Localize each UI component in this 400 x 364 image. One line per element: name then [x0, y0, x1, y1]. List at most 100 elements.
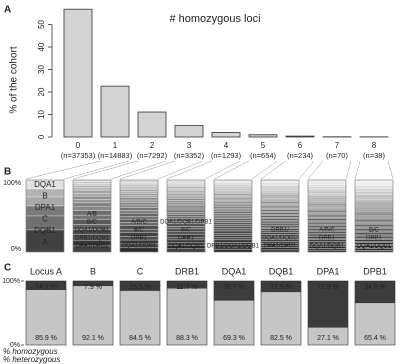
- n-label: (n=14883): [98, 151, 133, 160]
- stripe: [354, 218, 394, 221]
- stripe-label: DQA1/DQB1: [357, 244, 392, 250]
- bar-segment: [73, 286, 113, 345]
- x-tick-label: DPB1: [363, 266, 387, 276]
- stripe: [213, 191, 253, 193]
- stripe: [213, 203, 253, 206]
- stripe-label: DQB1: [34, 226, 56, 235]
- stripe: [213, 235, 253, 238]
- stripe: [354, 215, 394, 217]
- legend-label: % heterozygous: [3, 355, 60, 364]
- stripe: [119, 189, 159, 192]
- stripe: [260, 221, 300, 224]
- stripe: [307, 209, 347, 212]
- stripe: [72, 199, 112, 204]
- stripe-label: A/B/C: [319, 228, 335, 234]
- stripe: [260, 211, 300, 213]
- stripe: [260, 192, 300, 195]
- stripe: [166, 214, 206, 217]
- column-frame: [260, 179, 300, 253]
- connector: [354, 160, 361, 180]
- stripe: [119, 195, 159, 198]
- stripe: [72, 187, 112, 191]
- box-frame: [25, 280, 67, 346]
- y-tick-label: 100%: [3, 180, 21, 187]
- stripe: [166, 196, 206, 199]
- value-label: 82.5 %: [270, 335, 292, 342]
- stripe: [307, 214, 347, 217]
- connector: [251, 160, 278, 180]
- bar-segment: [120, 290, 160, 345]
- value-label: 14.1 %: [35, 284, 57, 291]
- stripe: [260, 209, 300, 212]
- bar: [248, 134, 278, 138]
- stripe: [166, 190, 206, 193]
- stripe-label: DQA1: [34, 180, 56, 189]
- box-frame: [72, 280, 114, 346]
- stripe: [260, 249, 300, 253]
- stripe: [166, 183, 206, 185]
- stripe: [213, 206, 253, 209]
- stripe: [307, 199, 347, 201]
- connector: [204, 160, 241, 180]
- column-frame: [307, 179, 347, 253]
- value-label: 92.1 %: [82, 335, 104, 342]
- n-label: (n=1293): [211, 151, 242, 160]
- stripe: [354, 210, 394, 213]
- x-tick-label: B: [90, 266, 96, 276]
- stripe: [166, 192, 206, 194]
- stripe: [307, 212, 347, 214]
- stripe: [354, 205, 394, 207]
- stripe: [354, 217, 394, 219]
- stripe: [260, 205, 300, 208]
- bar: [63, 8, 93, 138]
- stripe-label: B: [42, 192, 47, 201]
- stripe: [166, 187, 206, 190]
- x-tick-label: 0: [76, 141, 81, 150]
- box-frame: [213, 280, 255, 346]
- stripe: [354, 216, 394, 218]
- bar-segment: [308, 281, 348, 328]
- bar-segment: [167, 281, 207, 289]
- stripe: [213, 201, 253, 204]
- stripe: [260, 199, 300, 201]
- stripe: [213, 233, 253, 236]
- y-tick-label: 100%: [2, 278, 20, 285]
- bar-segment: [26, 290, 66, 345]
- stripe: [119, 182, 159, 184]
- stripe: [354, 213, 394, 216]
- stripe: [354, 219, 394, 222]
- stripe: [119, 199, 159, 203]
- stripe: [307, 208, 347, 210]
- stripe: [307, 219, 347, 222]
- stripe-label: DQA1/DQB1: [75, 228, 110, 234]
- stripe: [72, 206, 112, 211]
- stripe: [119, 193, 159, 196]
- stripe-label: DQA1/DQB1/: [262, 236, 298, 242]
- y-tick-label: 0%: [10, 342, 20, 349]
- stripe: [213, 196, 253, 198]
- box-frame: [307, 280, 349, 346]
- stripe: [213, 211, 253, 214]
- stripe: [213, 215, 253, 218]
- y-tick-label: 20: [37, 87, 46, 96]
- connector: [119, 160, 176, 180]
- stripe: [166, 212, 206, 215]
- bar-segment: [355, 281, 395, 304]
- stripe: [213, 200, 253, 203]
- n-label: (n=3352): [174, 151, 205, 160]
- stripe: [260, 217, 300, 219]
- value-label: 30.7 %: [223, 284, 245, 291]
- value-label: 65.4 %: [364, 335, 386, 342]
- bar-segment: [261, 292, 301, 345]
- value-label: 84.5 %: [129, 335, 151, 342]
- stripe: [307, 198, 347, 200]
- value-label: 69.3 %: [223, 335, 245, 342]
- value-label: 72.9 %: [317, 284, 339, 291]
- y-tick-label: 50: [37, 20, 46, 29]
- stripe: [213, 213, 253, 216]
- stripe: [260, 193, 300, 196]
- column-frame: [213, 179, 253, 253]
- stripe-label: B/C: [134, 228, 145, 234]
- column-frame: [119, 179, 159, 253]
- connector: [345, 160, 352, 180]
